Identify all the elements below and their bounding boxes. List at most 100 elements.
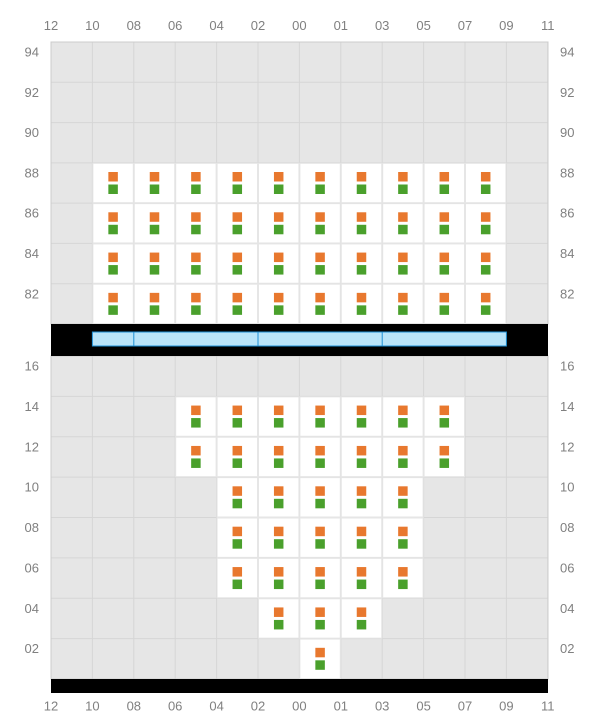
seat-cell[interactable] xyxy=(424,244,464,283)
seat-cell[interactable] xyxy=(134,204,174,243)
seat-marker-bottom xyxy=(191,265,201,275)
seat-cell[interactable] xyxy=(383,204,423,243)
seat-marker-top xyxy=(233,293,243,303)
seat-cell[interactable] xyxy=(176,284,216,323)
seat-cell[interactable] xyxy=(176,397,216,436)
seat-cell[interactable] xyxy=(259,478,299,517)
seat-marker-bottom xyxy=(357,418,367,428)
seat-cell[interactable] xyxy=(259,284,299,323)
seat-cell[interactable] xyxy=(259,599,299,638)
seat-marker-bottom xyxy=(233,539,243,549)
seat-cell[interactable] xyxy=(300,163,340,202)
seat-marker-bottom xyxy=(274,620,284,630)
seat-cell[interactable] xyxy=(217,163,257,202)
seat-marker-bottom xyxy=(357,225,367,235)
seat-cell[interactable] xyxy=(341,599,381,638)
seat-cell[interactable] xyxy=(341,478,381,517)
seat-cell[interactable] xyxy=(466,284,506,323)
seat-marker-bottom xyxy=(274,499,284,509)
seat-cell[interactable] xyxy=(341,204,381,243)
seat-cell[interactable] xyxy=(341,437,381,476)
seat-cell[interactable] xyxy=(424,397,464,436)
seat-cell[interactable] xyxy=(134,284,174,323)
seat-cell[interactable] xyxy=(383,397,423,436)
seat-marker-top xyxy=(274,172,284,182)
seat-cell[interactable] xyxy=(424,437,464,476)
seat-marker-bottom xyxy=(398,185,408,195)
seat-cell[interactable] xyxy=(93,163,133,202)
seat-cell[interactable] xyxy=(300,599,340,638)
seat-cell[interactable] xyxy=(259,244,299,283)
seat-cell[interactable] xyxy=(217,397,257,436)
seat-marker-top xyxy=(274,406,284,416)
seat-cell[interactable] xyxy=(217,284,257,323)
seat-cell[interactable] xyxy=(424,284,464,323)
seat-marker-bottom xyxy=(233,305,243,315)
seat-cell[interactable] xyxy=(383,437,423,476)
seat-marker-top xyxy=(357,527,367,537)
seat-cell[interactable] xyxy=(217,518,257,557)
col-label: 01 xyxy=(334,18,348,33)
seat-cell[interactable] xyxy=(300,639,340,678)
seat-cell[interactable] xyxy=(341,518,381,557)
seat-marker-bottom xyxy=(233,185,243,195)
seat-marker-top xyxy=(440,293,450,303)
seat-cell[interactable] xyxy=(466,204,506,243)
seat-cell[interactable] xyxy=(217,204,257,243)
seat-cell[interactable] xyxy=(300,518,340,557)
seat-cell[interactable] xyxy=(424,163,464,202)
seat-cell[interactable] xyxy=(259,204,299,243)
seat-marker-bottom xyxy=(357,305,367,315)
seat-cell[interactable] xyxy=(134,163,174,202)
seat-cell[interactable] xyxy=(176,244,216,283)
col-label: 02 xyxy=(251,18,265,33)
seat-cell[interactable] xyxy=(341,244,381,283)
seat-cell[interactable] xyxy=(93,284,133,323)
seat-marker-top xyxy=(150,253,160,262)
seat-cell[interactable] xyxy=(383,558,423,597)
seat-cell[interactable] xyxy=(176,437,216,476)
seat-cell[interactable] xyxy=(176,163,216,202)
seat-cell[interactable] xyxy=(300,204,340,243)
seat-cell[interactable] xyxy=(134,244,174,283)
seat-cell[interactable] xyxy=(341,163,381,202)
seat-cell[interactable] xyxy=(300,558,340,597)
seat-cell[interactable] xyxy=(259,437,299,476)
seat-cell[interactable] xyxy=(383,163,423,202)
seat-cell[interactable] xyxy=(341,558,381,597)
seat-marker-top xyxy=(274,607,284,617)
seat-cell[interactable] xyxy=(466,163,506,202)
seat-marker-top xyxy=(274,293,284,303)
seat-cell[interactable] xyxy=(383,478,423,517)
seat-cell[interactable] xyxy=(383,284,423,323)
seat-cell[interactable] xyxy=(300,244,340,283)
row-label-left: 02 xyxy=(25,641,39,656)
seat-marker-top xyxy=(481,212,491,222)
seat-cell[interactable] xyxy=(383,518,423,557)
seat-cell[interactable] xyxy=(300,284,340,323)
seat-marker-top xyxy=(357,607,367,617)
seat-cell[interactable] xyxy=(300,437,340,476)
seat-cell[interactable] xyxy=(259,397,299,436)
seat-cell[interactable] xyxy=(341,397,381,436)
seat-cell[interactable] xyxy=(93,204,133,243)
seat-cell[interactable] xyxy=(93,244,133,283)
seat-cell[interactable] xyxy=(259,163,299,202)
seat-cell[interactable] xyxy=(300,397,340,436)
seat-cell[interactable] xyxy=(217,478,257,517)
seat-cell[interactable] xyxy=(259,518,299,557)
seat-cell[interactable] xyxy=(217,558,257,597)
seat-cell[interactable] xyxy=(466,244,506,283)
seat-cell[interactable] xyxy=(300,478,340,517)
seat-cell[interactable] xyxy=(383,244,423,283)
seat-cell[interactable] xyxy=(217,437,257,476)
seat-marker-top xyxy=(315,293,325,303)
seat-cell[interactable] xyxy=(341,284,381,323)
seat-cell[interactable] xyxy=(424,204,464,243)
seat-cell[interactable] xyxy=(217,244,257,283)
seat-cell[interactable] xyxy=(176,204,216,243)
row-label-right: 84 xyxy=(560,246,574,261)
seat-marker-bottom xyxy=(315,305,325,315)
seat-marker-top xyxy=(108,293,118,303)
seat-cell[interactable] xyxy=(259,558,299,597)
